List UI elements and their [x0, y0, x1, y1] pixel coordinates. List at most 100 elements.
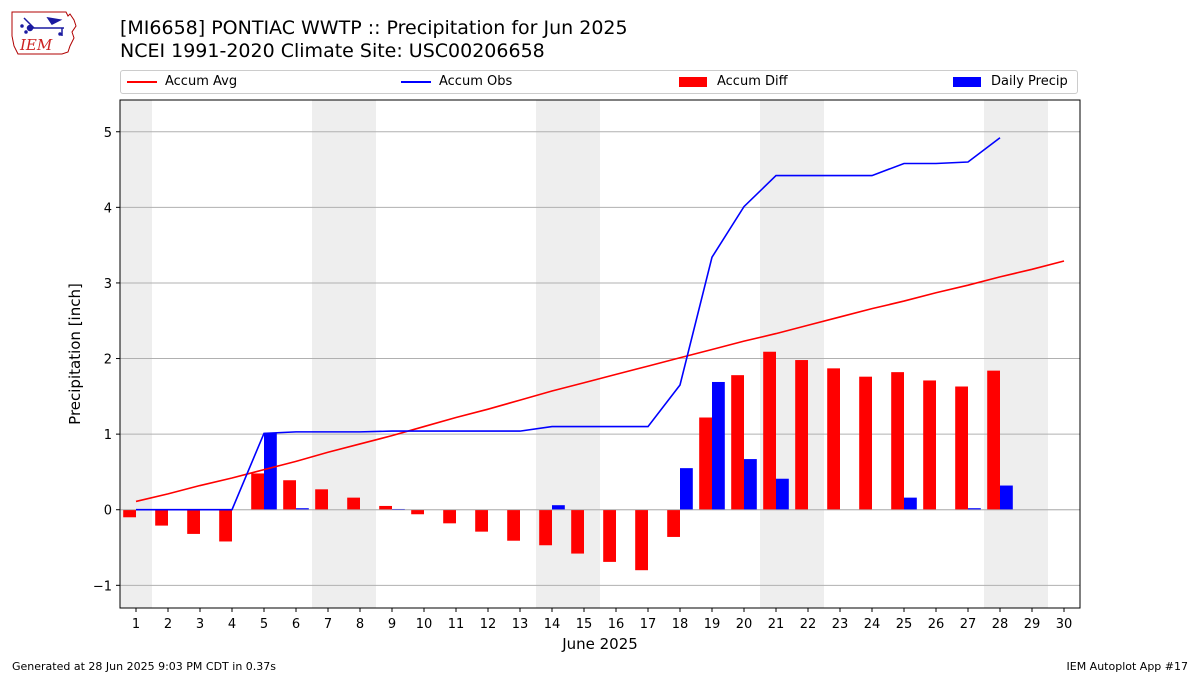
accum-obs-line: [136, 137, 1001, 511]
iem-logo: IEM: [11, 11, 77, 55]
accum-diff-bar: [667, 509, 680, 537]
accum-diff-bar: [539, 509, 552, 546]
x-tick-label: 29: [1024, 617, 1041, 632]
legend-item-accum-diff: Accum Diff: [679, 74, 788, 89]
x-tick-label: 27: [960, 617, 977, 632]
accum-diff-bar: [827, 368, 840, 510]
accum-diff-bar: [891, 372, 904, 510]
accum-diff-bar: [571, 509, 584, 554]
legend-label: Daily Precip: [991, 74, 1068, 89]
legend: Accum Avg Accum Obs Accum Diff Daily Pre…: [120, 70, 1078, 94]
legend-swatch-accum-avg: [127, 80, 157, 83]
x-tick-label: 1: [132, 617, 140, 632]
accum-diff-bar: [699, 417, 712, 510]
footer-generated: Generated at 28 Jun 2025 9:03 PM CDT in …: [12, 660, 277, 673]
accum-diff-bar: [763, 351, 776, 510]
x-tick-label: 23: [832, 617, 849, 632]
x-tick-label: 18: [672, 617, 689, 632]
iowa-state-outline-icon: [11, 11, 77, 55]
accum-diff-bar: [923, 380, 936, 510]
y-tick-label: 3: [104, 277, 112, 292]
accum-diff-bar: [251, 473, 264, 510]
x-tick-label: 14: [544, 617, 561, 632]
weather-symbols-icon: [20, 16, 64, 36]
x-tick-label: 3: [196, 617, 204, 632]
weekend-band: [984, 100, 1048, 608]
y-tick-label: −1: [93, 579, 112, 594]
legend-item-accum-avg: Accum Avg: [127, 74, 237, 89]
legend-swatch-accum-diff: [679, 76, 707, 87]
x-tick-label: 8: [356, 617, 364, 632]
accum-diff-bar: [155, 509, 168, 526]
accum-diff-bar: [379, 505, 392, 510]
x-tick-label: 4: [228, 617, 236, 632]
daily-precip-bar: [296, 508, 309, 510]
y-tick-label: 5: [104, 126, 112, 141]
x-tick-label: 25: [896, 617, 913, 632]
daily-precip-bar: [744, 459, 757, 510]
daily-precip-bar: [776, 478, 789, 510]
accum-diff-bar: [315, 489, 328, 510]
legend-item-daily-precip: Daily Precip: [953, 74, 1068, 89]
accum-diff-bar: [347, 497, 360, 510]
x-axis-label: June 2025: [561, 635, 638, 653]
x-tick-label: 24: [864, 617, 881, 632]
logo-text: IEM: [19, 36, 53, 54]
x-tick-label: 12: [480, 617, 497, 632]
accum-diff-bar: [859, 376, 872, 510]
weekend-band: [312, 100, 376, 608]
x-tick-label: 16: [608, 617, 625, 632]
x-tick-label: 22: [800, 617, 817, 632]
chart-title: [MI6658] PONTIAC WWTP :: Precipitation f…: [120, 17, 628, 39]
accum-diff-bar: [443, 509, 456, 524]
x-tick-label: 9: [388, 617, 396, 632]
accum-diff-bar: [795, 360, 808, 510]
accum-diff-bar: [187, 509, 200, 534]
legend-swatch-daily-precip: [953, 76, 981, 87]
daily-precip-bar: [552, 505, 565, 510]
accum-diff-bar: [635, 509, 648, 571]
x-tick-label: 5: [260, 617, 268, 632]
daily-precip-bar: [712, 381, 725, 510]
weekend-band: [120, 100, 152, 608]
legend-item-accum-obs: Accum Obs: [401, 74, 512, 89]
daily-precip-bar: [680, 468, 693, 510]
daily-precip-bar: [1000, 485, 1013, 510]
footer-app: IEM Autoplot App #17: [1066, 660, 1189, 673]
x-tick-label: 6: [292, 617, 300, 632]
legend-label: Accum Obs: [439, 74, 513, 89]
x-tick-label: 21: [768, 617, 785, 632]
x-tick-label: 28: [992, 617, 1009, 632]
daily-precip-bar: [968, 508, 981, 510]
y-tick-label: 0: [104, 504, 112, 519]
accum-diff-bar: [411, 509, 424, 515]
plot-frame: [119, 99, 1081, 609]
accum-diff-bar: [283, 480, 296, 510]
y-tick-label: 1: [104, 428, 112, 443]
x-tick-label: 30: [1056, 617, 1073, 632]
daily-precip-bar: [264, 433, 277, 510]
accum-diff-bar: [475, 509, 488, 532]
accum-diff-bar: [955, 386, 968, 510]
accum-diff-bar: [219, 509, 232, 542]
x-tick-label: 26: [928, 617, 945, 632]
legend-label: Accum Diff: [717, 74, 788, 89]
x-tick-label: 7: [324, 617, 332, 632]
x-tick-label: 11: [448, 617, 465, 632]
accum-diff-bar: [603, 509, 616, 562]
y-axis-label: Precipitation [inch]: [66, 283, 84, 425]
legend-swatch-accum-obs: [401, 80, 431, 83]
accum-diff-bar: [987, 370, 1000, 510]
x-tick-label: 17: [640, 617, 657, 632]
accum-diff-bar: [123, 509, 136, 518]
x-tick-label: 10: [416, 617, 433, 632]
y-tick-label: 4: [104, 201, 112, 216]
accum-diff-bar: [507, 509, 520, 541]
x-tick-label: 20: [736, 617, 753, 632]
x-tick-label: 2: [164, 617, 172, 632]
x-tick-label: 15: [576, 617, 593, 632]
chart-subtitle: NCEI 1991-2020 Climate Site: USC00206658: [120, 40, 545, 62]
daily-precip-bar: [904, 497, 917, 510]
accum-avg-line: [135, 260, 1065, 503]
